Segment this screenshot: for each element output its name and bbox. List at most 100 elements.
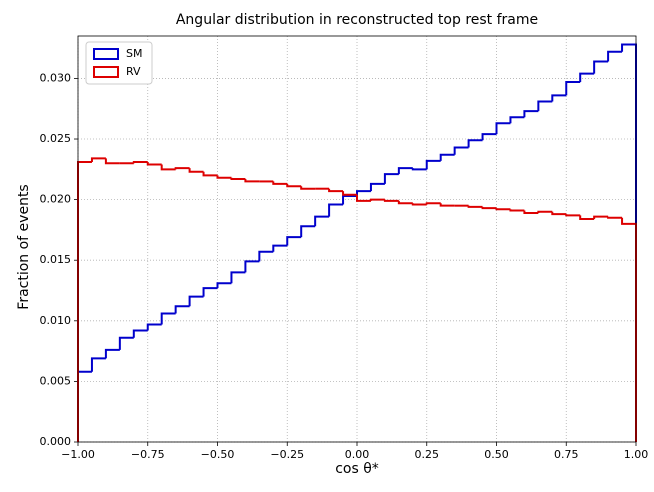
- histogram-step: [118, 336, 134, 350]
- histogram-step: [230, 177, 246, 181]
- histogram-step: [146, 323, 162, 331]
- histogram-step: [551, 211, 567, 216]
- x-tick-label: 0.50: [484, 448, 509, 461]
- y-tick-label: 0.030: [40, 71, 72, 84]
- histogram-step: [244, 179, 260, 183]
- legend-label: SM: [126, 47, 142, 60]
- histogram-step: [523, 110, 539, 118]
- x-tick-label: −0.50: [201, 448, 235, 461]
- histogram-step: [509, 209, 525, 212]
- histogram-step: [286, 183, 302, 188]
- histogram-step: [216, 282, 232, 289]
- histogram-step: [328, 203, 344, 217]
- histogram-step: [146, 162, 162, 166]
- histogram-step: [621, 43, 637, 442]
- histogram-step: [202, 171, 218, 177]
- y-tick-label: 0.020: [40, 193, 72, 206]
- histogram-step: [160, 164, 176, 171]
- histogram-step: [174, 167, 190, 170]
- histogram-step: [551, 94, 567, 102]
- legend-box: [85, 41, 153, 85]
- y-tick-label: 0.025: [40, 132, 72, 145]
- histogram-step: [495, 122, 511, 135]
- histogram-step: [342, 191, 357, 196]
- histogram-step: [411, 168, 427, 171]
- histogram-step: [160, 312, 176, 325]
- histogram-step: [481, 206, 497, 210]
- histogram-step: [523, 210, 539, 214]
- x-tick-label: 0.25: [415, 448, 440, 461]
- histogram-step: [202, 287, 218, 297]
- histogram-step: [272, 244, 288, 252]
- histogram-step: [397, 167, 413, 175]
- histogram-step: [593, 215, 609, 220]
- histogram-step: [383, 199, 399, 202]
- histogram-step: [132, 161, 148, 164]
- x-axis-label: cos θ*: [335, 461, 379, 477]
- histogram-step: [369, 182, 385, 192]
- x-tick-label: 1.00: [624, 448, 649, 461]
- histogram-step: [565, 81, 581, 96]
- histogram-step: [314, 215, 330, 227]
- histogram-step: [565, 214, 581, 217]
- histogram-step: [425, 159, 441, 170]
- histogram-step: [244, 260, 260, 273]
- histogram-step: [342, 194, 357, 205]
- legend-label: RV: [126, 65, 141, 78]
- histogram-step: [90, 157, 106, 163]
- histogram-step: [383, 173, 399, 184]
- histogram-step: [607, 216, 623, 219]
- chart-title: Angular distribution in reconstructed to…: [176, 12, 538, 28]
- y-tick-label: 0.010: [40, 314, 72, 327]
- y-axis-label: Fraction of events: [16, 184, 32, 309]
- histogram-step: [90, 357, 106, 372]
- histogram-step: [328, 188, 344, 193]
- histogram-step: [300, 186, 316, 190]
- histogram-step: [104, 348, 120, 359]
- histogram-step: [467, 205, 483, 208]
- plot-frame: [77, 35, 637, 443]
- histogram-step: [579, 215, 595, 221]
- histogram-step: [453, 146, 469, 155]
- histogram-step: [356, 194, 371, 202]
- histogram-step: [607, 50, 623, 62]
- histogram-step: [467, 139, 483, 148]
- histogram-step: [537, 210, 553, 213]
- legend-swatch: [93, 66, 119, 78]
- histogram-step: [216, 175, 232, 179]
- histogram-step: [369, 198, 385, 201]
- x-tick-label: −0.75: [131, 448, 165, 461]
- histogram-step: [132, 329, 148, 338]
- y-tick-label: 0.000: [40, 435, 72, 448]
- histogram-step: [495, 208, 511, 211]
- histogram-step: [104, 158, 120, 165]
- histogram-step: [174, 305, 190, 314]
- x-tick-label: −0.25: [270, 448, 304, 461]
- histogram-step: [77, 161, 92, 442]
- y-tick-label: 0.005: [40, 374, 72, 387]
- histogram-step: [537, 100, 553, 112]
- histogram-step: [258, 250, 274, 262]
- histogram-step: [411, 203, 427, 206]
- histogram-step: [300, 225, 316, 238]
- histogram-step: [397, 200, 413, 205]
- histogram-step: [286, 236, 302, 246]
- histogram-step: [188, 168, 204, 173]
- x-tick-label: 0.00: [345, 448, 370, 461]
- histogram-step: [509, 116, 525, 124]
- histogram-step: [593, 60, 609, 74]
- histogram-step: [481, 133, 497, 141]
- x-tick-label: 0.75: [554, 448, 579, 461]
- histogram-step: [439, 153, 455, 161]
- histogram-step: [439, 203, 455, 207]
- histogram-step: [356, 190, 371, 196]
- legend-swatch: [93, 48, 119, 60]
- x-tick-label: −1.00: [61, 448, 95, 461]
- histogram-step: [230, 271, 246, 284]
- histogram-step: [621, 217, 637, 442]
- histogram-step: [77, 370, 92, 442]
- y-tick-label: 0.015: [40, 253, 72, 266]
- histogram-step: [425, 202, 441, 205]
- histogram-step: [188, 295, 204, 307]
